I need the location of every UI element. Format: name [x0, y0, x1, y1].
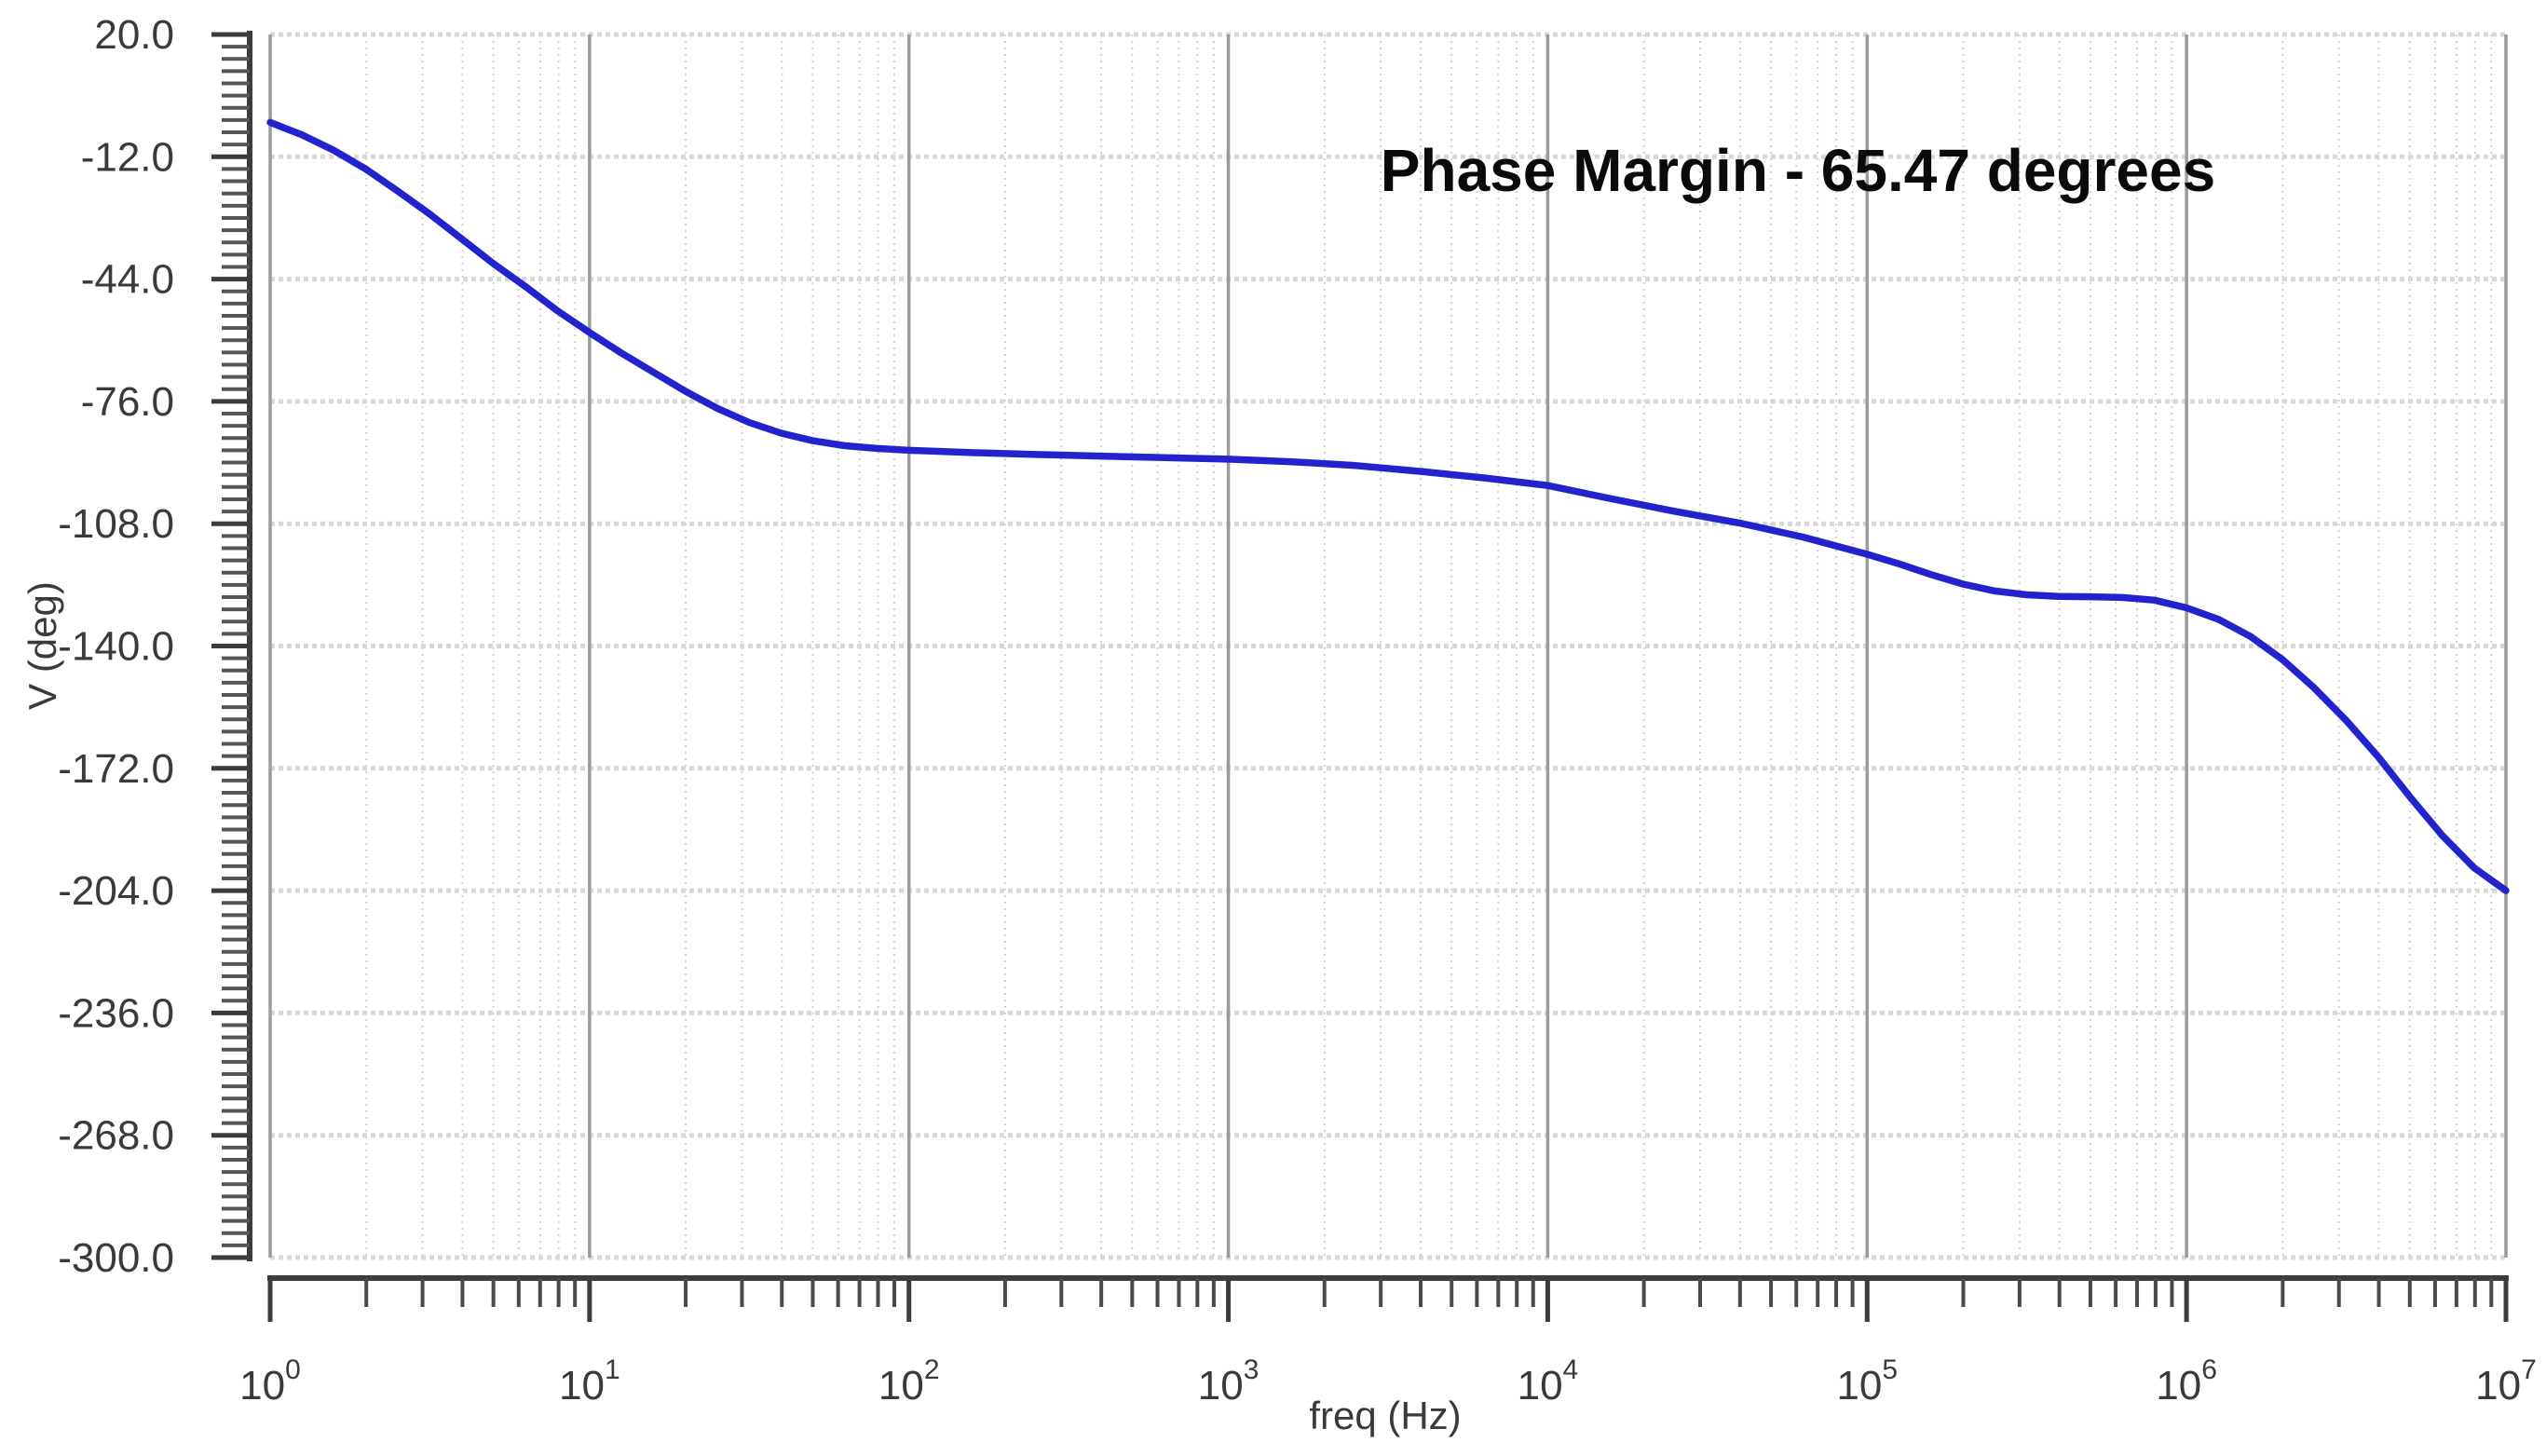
- grid-minor-verticals: [365, 34, 2493, 1258]
- y-tick-label: -204.0: [58, 868, 174, 914]
- x-tick-label: 102: [878, 1354, 940, 1408]
- x-tick-label: 103: [1198, 1354, 1259, 1408]
- y-tick-label: -268.0: [58, 1113, 174, 1159]
- y-tick-label: -172.0: [58, 746, 174, 792]
- y-tick-label: -12.0: [81, 134, 174, 180]
- y-tick-label: -76.0: [81, 379, 174, 425]
- x-tick-label: 104: [1518, 1354, 1579, 1408]
- x-axis-title: freq (Hz): [1309, 1394, 1462, 1437]
- x-tick-label: 106: [2156, 1354, 2217, 1408]
- y-tick-label: -108.0: [58, 501, 174, 547]
- y-tick-label: -236.0: [58, 990, 174, 1036]
- phase-margin-annotation: Phase Margin - 65.47 degrees: [1380, 137, 2216, 204]
- phase-curve: [266, 118, 2510, 894]
- y-tick-labels: 20.0 -12.0 -44.0 -76.0 -108.0 -140.0 -172.0 -20…: [58, 12, 174, 1281]
- grid-decade-verticals: [268, 34, 2508, 1258]
- x-tick-label: 105: [1836, 1354, 1898, 1408]
- y-axis-title: V (deg): [20, 581, 64, 710]
- y-tick-label: -300.0: [58, 1235, 174, 1281]
- y-tick-label: 20.0: [94, 12, 174, 58]
- y-tick-label: -140.0: [58, 624, 174, 670]
- x-tick-label: 101: [559, 1354, 620, 1408]
- axis-rulers: [211, 31, 2509, 1322]
- y-tick-label: -44.0: [81, 257, 174, 303]
- x-tick-label: 107: [2475, 1354, 2537, 1408]
- grid-major-horizontals: [270, 32, 2506, 1260]
- x-tick-label: 100: [239, 1354, 301, 1408]
